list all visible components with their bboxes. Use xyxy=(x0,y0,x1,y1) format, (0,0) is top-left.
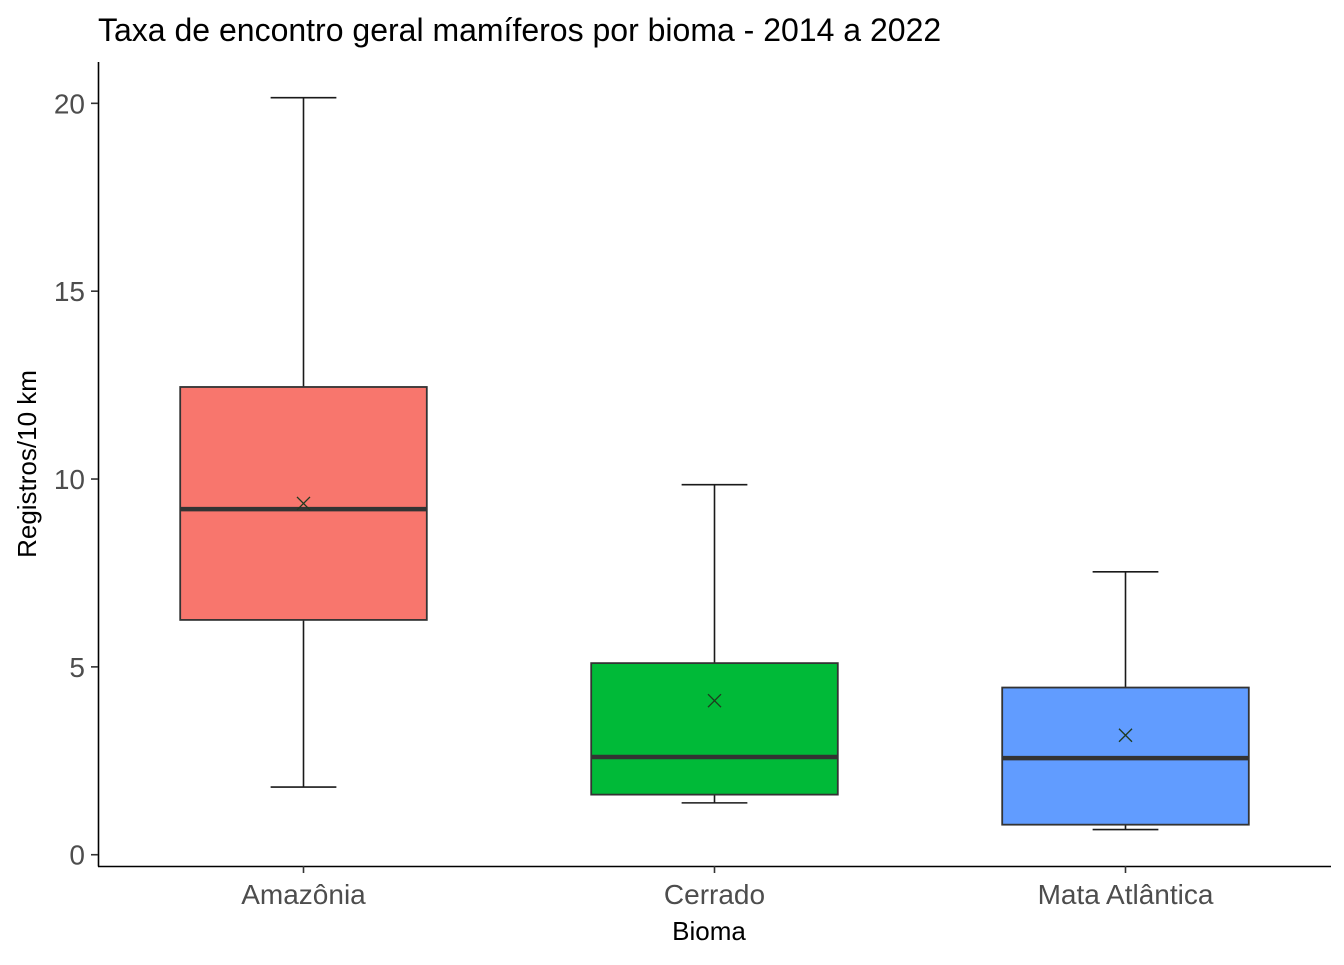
mean-marker-stroke xyxy=(707,693,722,708)
y-tick-label: 15 xyxy=(54,276,85,307)
x-axis-ticks: Amazônia Cerrado Mata Atlântica xyxy=(241,866,1214,910)
mean-marker xyxy=(296,496,311,511)
x-tick-label: Amazônia xyxy=(241,879,366,910)
mean-marker-stroke xyxy=(1118,728,1133,743)
chart-title: Taxa de encontro geral mamíferos por bio… xyxy=(98,12,941,48)
y-tick-label: 0 xyxy=(69,840,85,871)
x-tick-label: Mata Atlântica xyxy=(1038,879,1214,910)
box-group-cerrado xyxy=(590,483,839,804)
y-tick-label: 10 xyxy=(54,464,85,495)
y-tick-label: 5 xyxy=(69,652,85,683)
y-tick-label: 20 xyxy=(54,88,85,119)
box-group-amazonia xyxy=(179,96,428,788)
mean-marker-stroke xyxy=(296,496,311,511)
mean-marker xyxy=(1118,728,1133,743)
x-axis-label: Bioma xyxy=(672,916,746,946)
box-group-mata-atlantica xyxy=(1001,571,1250,831)
y-axis-ticks: 0 5 10 15 20 xyxy=(54,88,98,871)
x-tick-label: Cerrado xyxy=(664,879,765,910)
iqr-box xyxy=(590,662,839,796)
y-axis-label: Registros/10 km xyxy=(12,370,42,558)
mean-marker xyxy=(707,693,722,708)
boxes-layer xyxy=(179,96,1250,831)
